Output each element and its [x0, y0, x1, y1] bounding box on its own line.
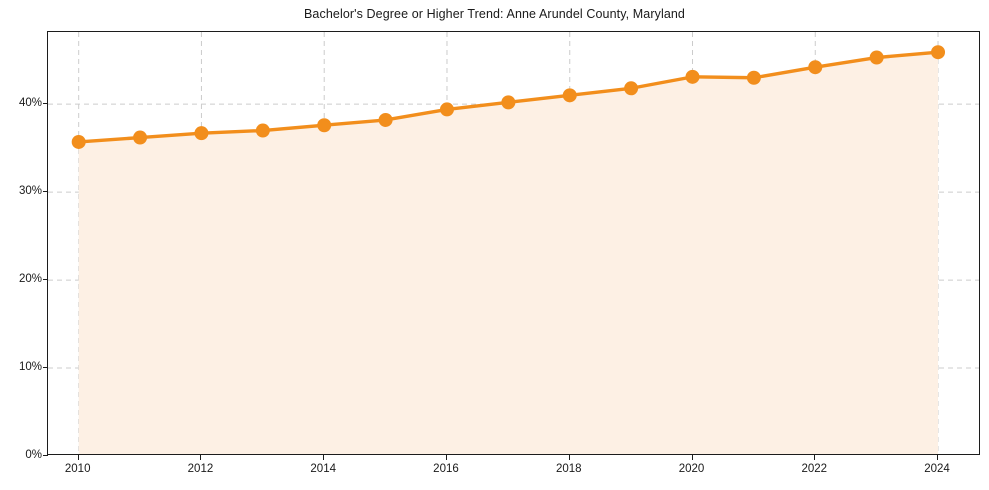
- area-fill: [78, 52, 939, 454]
- y-axis-tick-label: 30%: [18, 185, 42, 198]
- x-axis-tick-label: 2014: [310, 463, 336, 475]
- y-axis-tick-mark: [43, 191, 48, 193]
- chart-plot-svg: [48, 32, 979, 454]
- data-point-marker: [71, 134, 86, 149]
- y-axis-tick-label: 40%: [18, 97, 42, 110]
- x-axis-tick-mark: [937, 455, 939, 460]
- x-axis-tick-mark: [77, 455, 79, 460]
- x-axis-tick-label: 2022: [801, 463, 828, 475]
- y-axis-tick-mark: [43, 279, 48, 281]
- x-axis-tick-label: 2012: [187, 463, 214, 475]
- x-axis-tick-label: 2016: [433, 463, 459, 475]
- data-point-marker: [501, 95, 516, 110]
- x-axis-tick-mark: [568, 455, 570, 460]
- x-axis-tick-labels: 2010 2012 2014 2016 2018 2020 2022 2024: [0, 463, 989, 487]
- data-point-marker: [194, 126, 209, 141]
- x-axis-tick-mark: [200, 455, 202, 460]
- chart-title: Bachelor's Degree or Higher Trend: Anne …: [304, 7, 685, 21]
- y-axis-tick-mark: [43, 455, 48, 456]
- x-axis-tick-mark: [445, 455, 447, 460]
- data-point-marker: [624, 81, 639, 96]
- x-axis-tick-label: 2020: [678, 463, 705, 475]
- x-axis-tick-mark: [323, 455, 325, 460]
- x-axis-tick-mark: [814, 455, 816, 460]
- data-point-marker: [931, 45, 946, 60]
- data-point-marker: [869, 50, 884, 65]
- data-point-marker: [562, 88, 577, 103]
- data-point-marker: [808, 60, 823, 75]
- plot-area: [47, 31, 980, 455]
- y-axis-tick-label: 20%: [18, 273, 42, 286]
- data-point-marker: [317, 118, 332, 133]
- y-axis-tick-label: 10%: [18, 361, 42, 374]
- x-axis-tick-label: 2010: [64, 463, 91, 475]
- x-axis-tick-mark: [691, 455, 693, 460]
- data-point-marker: [685, 69, 700, 84]
- data-point-marker: [746, 70, 761, 85]
- x-axis-tick-label: 2018: [555, 463, 582, 475]
- data-point-marker: [439, 102, 454, 117]
- data-point-marker: [378, 112, 393, 127]
- data-point-marker: [255, 123, 270, 138]
- x-axis-tick-label: 2024: [924, 463, 950, 475]
- data-point-marker: [133, 130, 148, 145]
- y-axis-tick-label: 0%: [25, 449, 42, 461]
- data-point-markers: [71, 45, 946, 149]
- y-axis-tick-labels: 0% 10% 20% 30% 40%: [0, 0, 42, 490]
- y-axis-tick-mark: [43, 367, 48, 369]
- y-axis-tick-mark: [43, 103, 48, 105]
